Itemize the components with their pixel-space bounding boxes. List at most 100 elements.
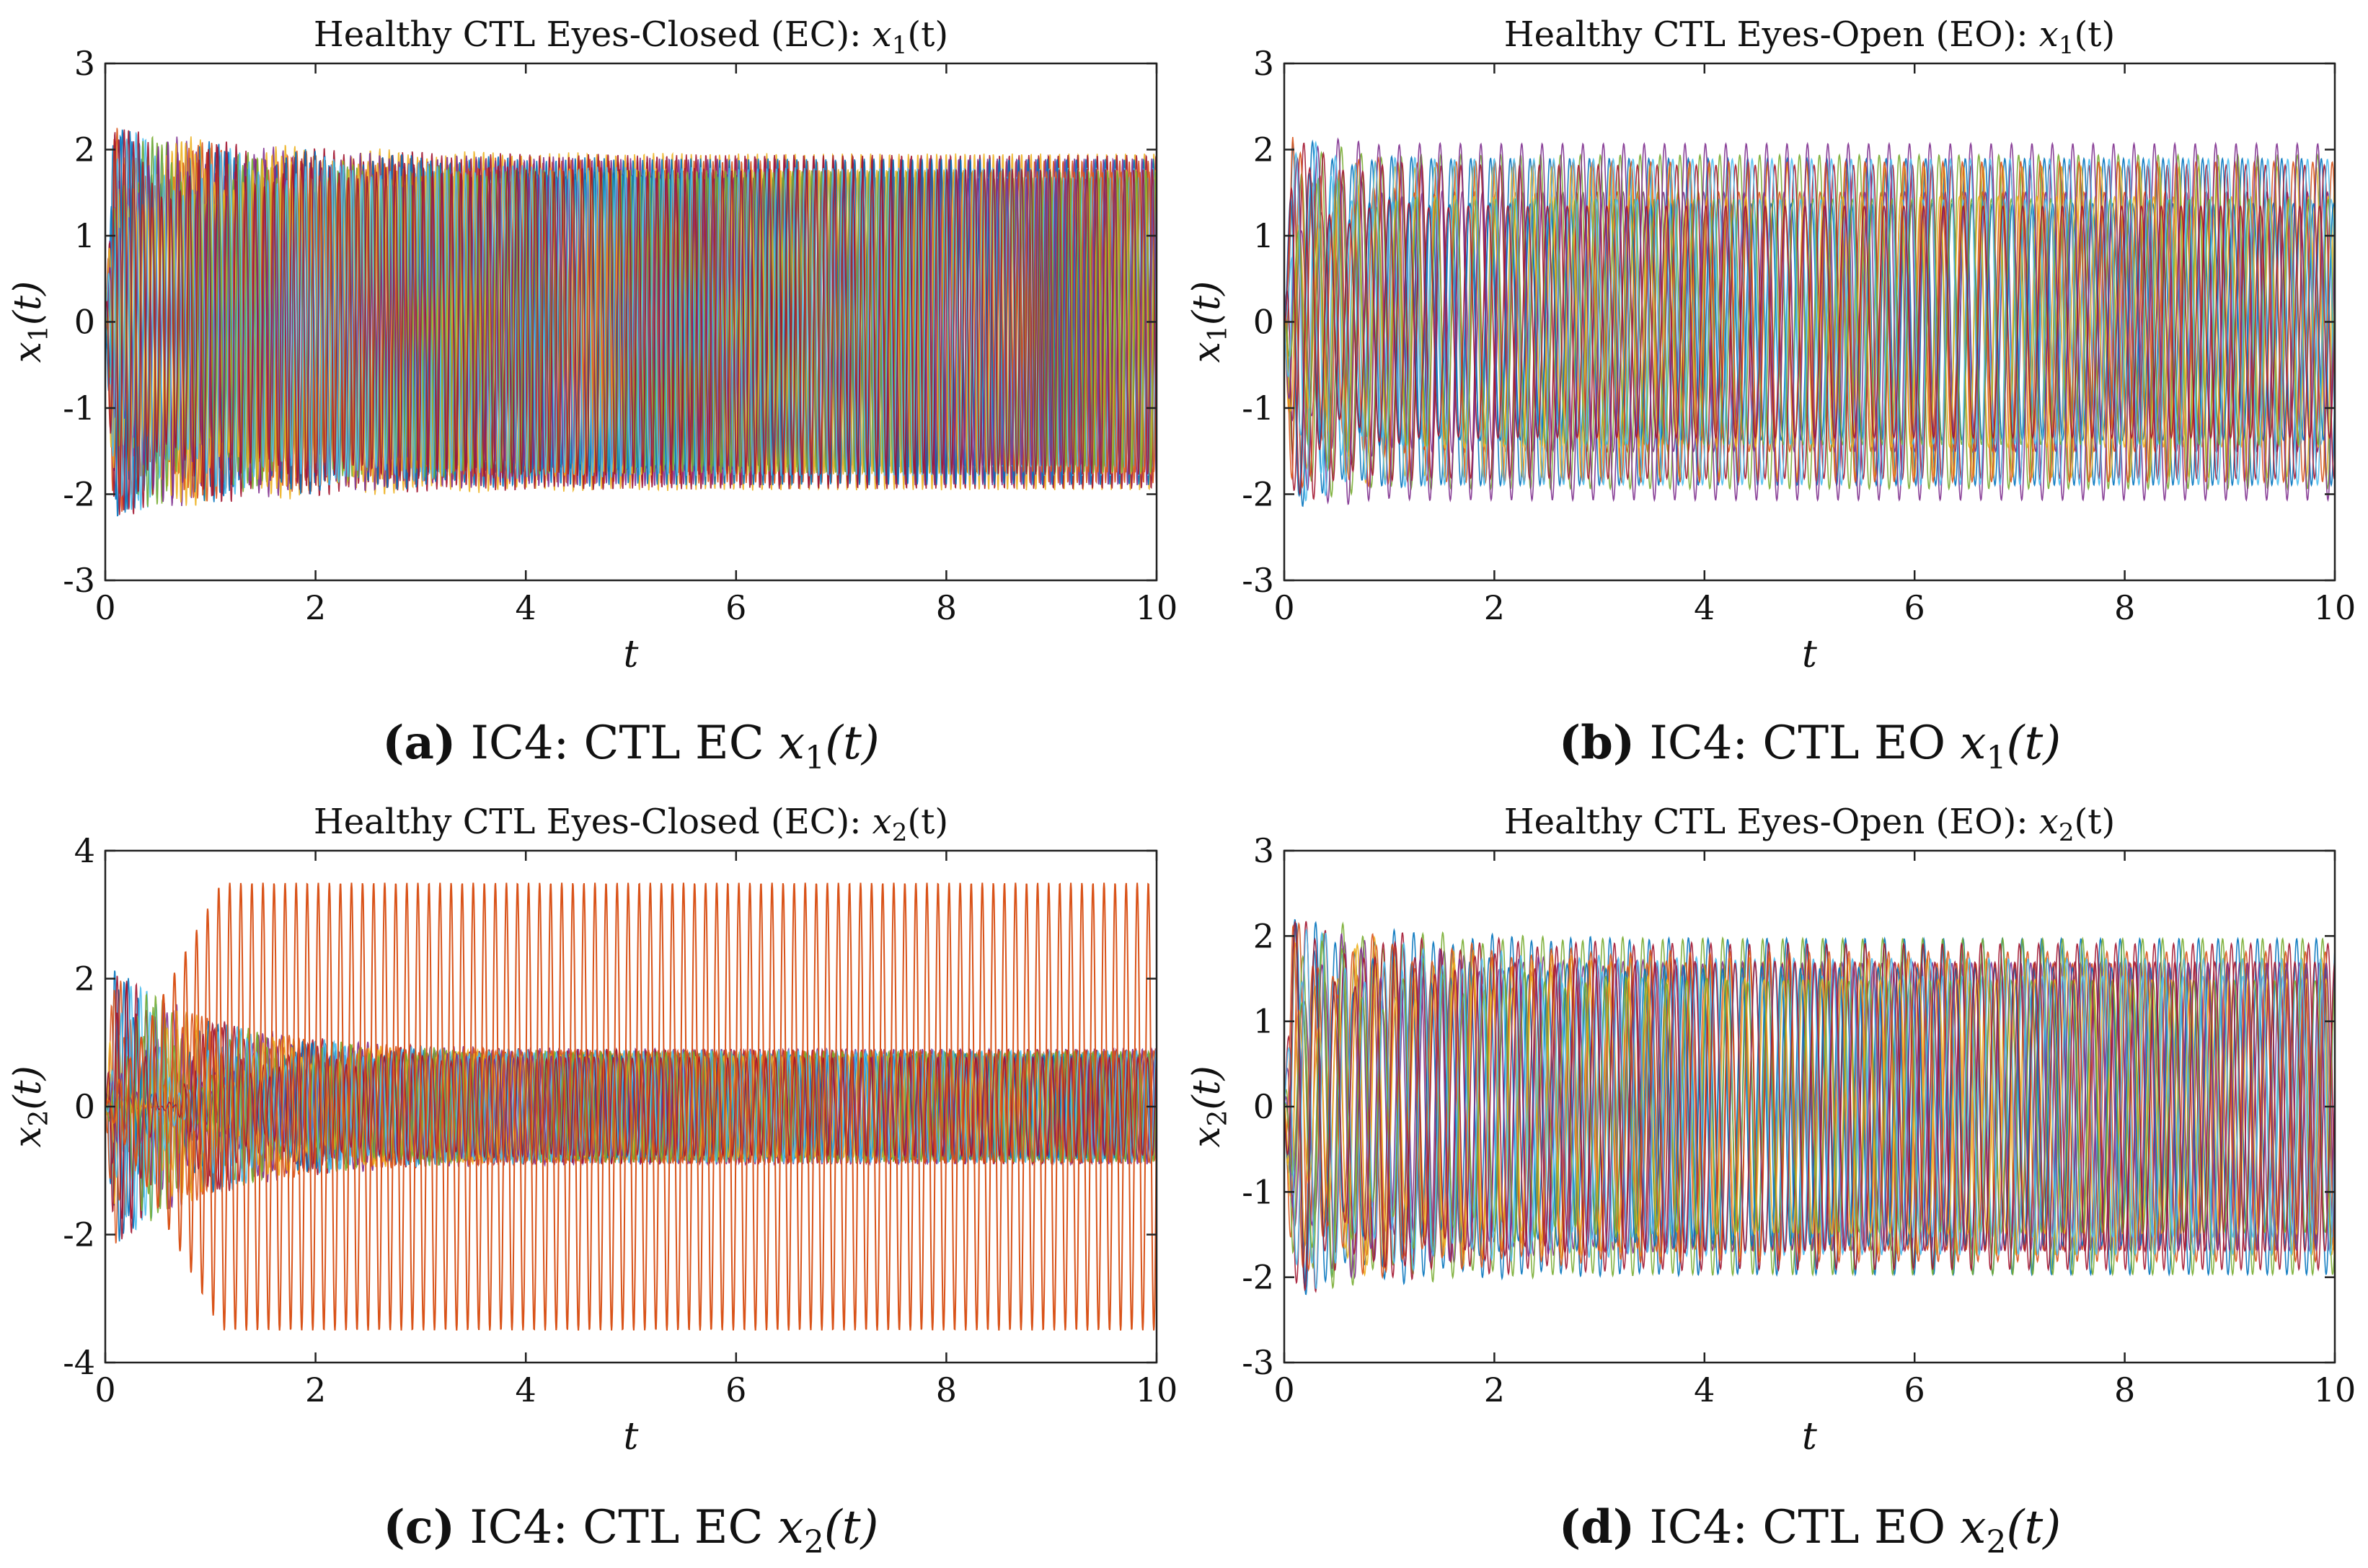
chart-title-text: Healthy CTL Eyes-Open (EO):: [1504, 802, 2039, 842]
y-tick-label: 2: [74, 960, 95, 998]
caption-text: IC4: CTL EC: [456, 717, 779, 770]
chart-panel-c: 0 2 4 6 8 10 4 2 0 -2 -4 Healthy CTL Eyes-Closed (E…: [6, 802, 1178, 1561]
x-axis-label: t: [1802, 1415, 1817, 1458]
y-axis-label: x1(t): [1185, 281, 1233, 363]
caption-letter: (d): [1559, 1500, 1635, 1554]
y-tick-label: -2: [63, 1215, 95, 1254]
chart-title: Healthy CTL Eyes-Closed (EC): x1(t): [314, 14, 948, 60]
caption-text: IC4: CTL EO: [1635, 1501, 1960, 1554]
x-tick-label: 6: [1904, 588, 1925, 627]
y-tick-label: 1: [1253, 1002, 1274, 1041]
x-axis-label: t: [624, 633, 639, 676]
caption-sub: 2: [804, 1524, 824, 1561]
y-axis-label-sub: 2: [1203, 1110, 1233, 1127]
caption-arg: (t): [824, 1501, 879, 1554]
caption-letter: (b): [1559, 716, 1635, 770]
chart-title-arg: (t): [907, 802, 948, 842]
x-tick-label: 2: [1484, 1370, 1505, 1409]
y-tick-label: 0: [1253, 1087, 1274, 1126]
chart-title-arg: (t): [907, 14, 948, 55]
caption-sub: 1: [1987, 740, 2007, 776]
x-tick-label: 2: [305, 1370, 326, 1409]
series-line: [1284, 923, 2335, 1280]
caption-text: IC4: CTL EC: [455, 1501, 778, 1554]
x-tick-label: 10: [2314, 588, 2356, 627]
y-tick-label: 0: [1253, 303, 1274, 342]
traces-b: [1284, 137, 2335, 508]
y-axis-label: x1(t): [6, 281, 54, 363]
series-line: [1284, 166, 2335, 496]
chart-title-sub: 2: [892, 818, 908, 847]
x-tick-label: 0: [94, 588, 115, 627]
x-tick-label: 8: [936, 1370, 957, 1409]
y-tick-label: 0: [74, 1087, 95, 1126]
y-tick-label: -2: [1242, 1258, 1274, 1297]
y-tick-label: 2: [1253, 916, 1274, 955]
chart-title-sub: 1: [892, 31, 908, 60]
y-axis-label-arg: (t): [6, 1066, 50, 1109]
y-axis-label-var: x: [1185, 1127, 1229, 1148]
x-tick-label: 4: [516, 588, 536, 627]
caption-text: IC4: CTL EO: [1635, 717, 1960, 770]
x-tick-label: 0: [1273, 1370, 1294, 1409]
x-tick-label: 6: [725, 1370, 746, 1409]
y-tick-label: -2: [1242, 475, 1274, 514]
chart-title-arg: (t): [2075, 14, 2116, 55]
caption-arg: (t): [2007, 1501, 2062, 1554]
chart-title: Healthy CTL Eyes-Closed (EC): x2(t): [314, 802, 948, 847]
x-tick-label: 2: [305, 588, 326, 627]
subfigure-caption: (a) IC4: CTL EC x1(t): [382, 716, 880, 776]
series-line: [105, 129, 1157, 515]
caption-letter: (a): [382, 716, 456, 770]
chart-title-arg: (t): [2075, 802, 2116, 842]
series-line: [1284, 942, 2335, 1266]
chart-title-text: Healthy CTL Eyes-Open (EO):: [1504, 14, 2039, 55]
y-tick-label: -1: [1242, 389, 1274, 428]
series-line: [1284, 933, 2335, 1280]
caption-sub: 2: [1987, 1524, 2007, 1561]
subfigure-caption: (c) IC4: CTL EC x2(t): [383, 1500, 878, 1561]
x-tick-label: 2: [1484, 588, 1505, 627]
subfigure-caption: (d) IC4: CTL EO x2(t): [1559, 1500, 2061, 1561]
chart-title-var: x: [2039, 802, 2059, 842]
x-tick-label: 8: [2114, 1370, 2135, 1409]
caption-letter: (c): [383, 1500, 455, 1554]
chart-title-sub: 2: [2059, 818, 2075, 847]
y-tick-label: -1: [63, 389, 95, 428]
x-tick-label: 6: [725, 588, 746, 627]
chart-title: Healthy CTL Eyes-Open (EO): x1(t): [1504, 14, 2116, 60]
y-tick-label: 3: [1253, 831, 1274, 870]
y-axis-label: x2(t): [1185, 1066, 1233, 1148]
caption-var: x: [1960, 717, 1986, 770]
series-line: [1284, 140, 2335, 502]
y-axis-label-arg: (t): [1185, 281, 1229, 325]
y-tick-label: 1: [74, 216, 95, 255]
x-tick-label: 0: [1273, 588, 1294, 627]
caption-var: x: [778, 1501, 804, 1554]
x-tick-label: 6: [1904, 1370, 1925, 1409]
y-axis-label-sub: 2: [25, 1110, 54, 1127]
chart-title: Healthy CTL Eyes-Open (EO): x2(t): [1504, 802, 2116, 847]
x-axis-label: t: [624, 1415, 639, 1458]
y-tick-label: -1: [1242, 1172, 1274, 1211]
y-axis-label: x2(t): [6, 1066, 54, 1148]
y-tick-label: 3: [1253, 44, 1274, 83]
y-tick-label: -3: [1242, 561, 1274, 600]
traces-c: [105, 882, 1157, 1331]
y-tick-label: 4: [74, 831, 95, 870]
y-tick-label: 3: [74, 44, 95, 83]
x-tick-label: 10: [1136, 1370, 1178, 1409]
chart-title-text: Healthy CTL Eyes-Closed (EC):: [314, 802, 872, 842]
chart-title-var: x: [872, 802, 892, 842]
y-tick-label: 2: [1253, 130, 1274, 169]
x-tick-label: 4: [516, 1370, 536, 1409]
subfigure-caption: (b) IC4: CTL EO x1(t): [1559, 716, 2061, 776]
series-line: [1284, 177, 2335, 471]
y-tick-label: 0: [74, 303, 95, 342]
chart-title-var: x: [2039, 14, 2059, 55]
outlier-series-line: [105, 882, 1157, 1331]
y-axis-label-arg: (t): [6, 281, 50, 325]
y-tick-label: -4: [63, 1343, 95, 1382]
